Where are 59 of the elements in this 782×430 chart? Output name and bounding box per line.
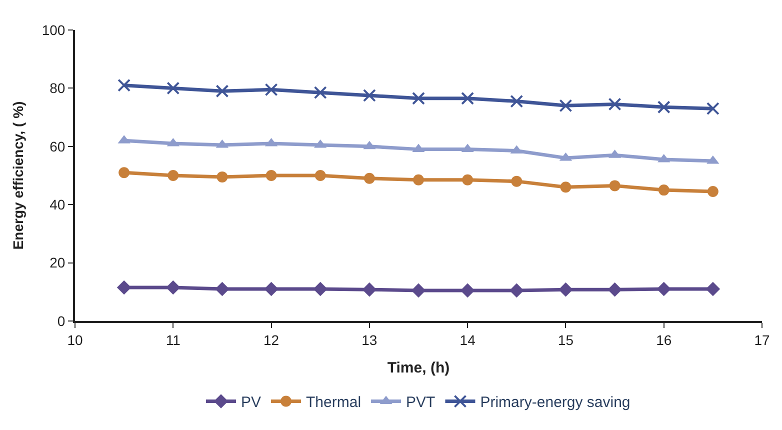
point (510, 94, 524, 108)
point (264, 282, 278, 296)
legend-label: Thermal (306, 394, 362, 412)
point (509, 283, 524, 298)
legend-label: Primary-energy saving (480, 394, 630, 412)
point (560, 182, 572, 193)
point (656, 282, 672, 296)
point (166, 82, 180, 95)
point (264, 83, 278, 96)
point (460, 283, 475, 298)
legend-label: PV (241, 394, 262, 412)
y-axis-title: Energy efficiency, ( %) (10, 101, 26, 250)
point (706, 282, 720, 296)
point (608, 98, 622, 111)
y-tick-label: 60 (50, 138, 66, 154)
point (658, 184, 670, 196)
point (412, 92, 425, 105)
x-tick-label: 15 (558, 332, 574, 348)
x-tick-label: 11 (166, 332, 181, 348)
point (657, 100, 670, 114)
point (461, 92, 474, 105)
point (118, 78, 131, 92)
y-tick-label: 0 (57, 312, 66, 329)
point (707, 186, 718, 198)
point (559, 99, 572, 112)
point (511, 176, 522, 187)
y-tick-label: 20 (50, 254, 66, 271)
point (362, 282, 377, 297)
point (168, 170, 179, 181)
point (364, 172, 375, 184)
point (313, 282, 328, 296)
point (266, 170, 277, 181)
point (362, 88, 376, 102)
point (116, 280, 132, 295)
point (413, 174, 424, 186)
point (706, 102, 720, 116)
point (216, 171, 228, 182)
point (609, 180, 620, 192)
y-tick-label: 100 (42, 22, 66, 38)
x-tick-label: 13 (362, 332, 378, 348)
y-tick-label: 80 (50, 80, 66, 96)
legend-label: PVT (406, 394, 436, 412)
point (558, 282, 573, 297)
point (166, 280, 180, 295)
x-axis-title: Time, (h) (387, 359, 450, 376)
x-tick-label: 14 (460, 332, 476, 348)
point (314, 86, 327, 100)
point (411, 283, 426, 298)
x-tick-label: 10 (67, 332, 83, 348)
point (118, 167, 130, 178)
point (216, 84, 229, 98)
x-tick-label: 12 (264, 332, 280, 348)
y-tick-label: 40 (50, 196, 66, 212)
point (462, 174, 474, 186)
x-tick-label: 17 (754, 332, 770, 348)
point (215, 282, 230, 296)
point (314, 170, 326, 181)
x-tick-label: 16 (656, 332, 672, 348)
point (608, 282, 622, 297)
